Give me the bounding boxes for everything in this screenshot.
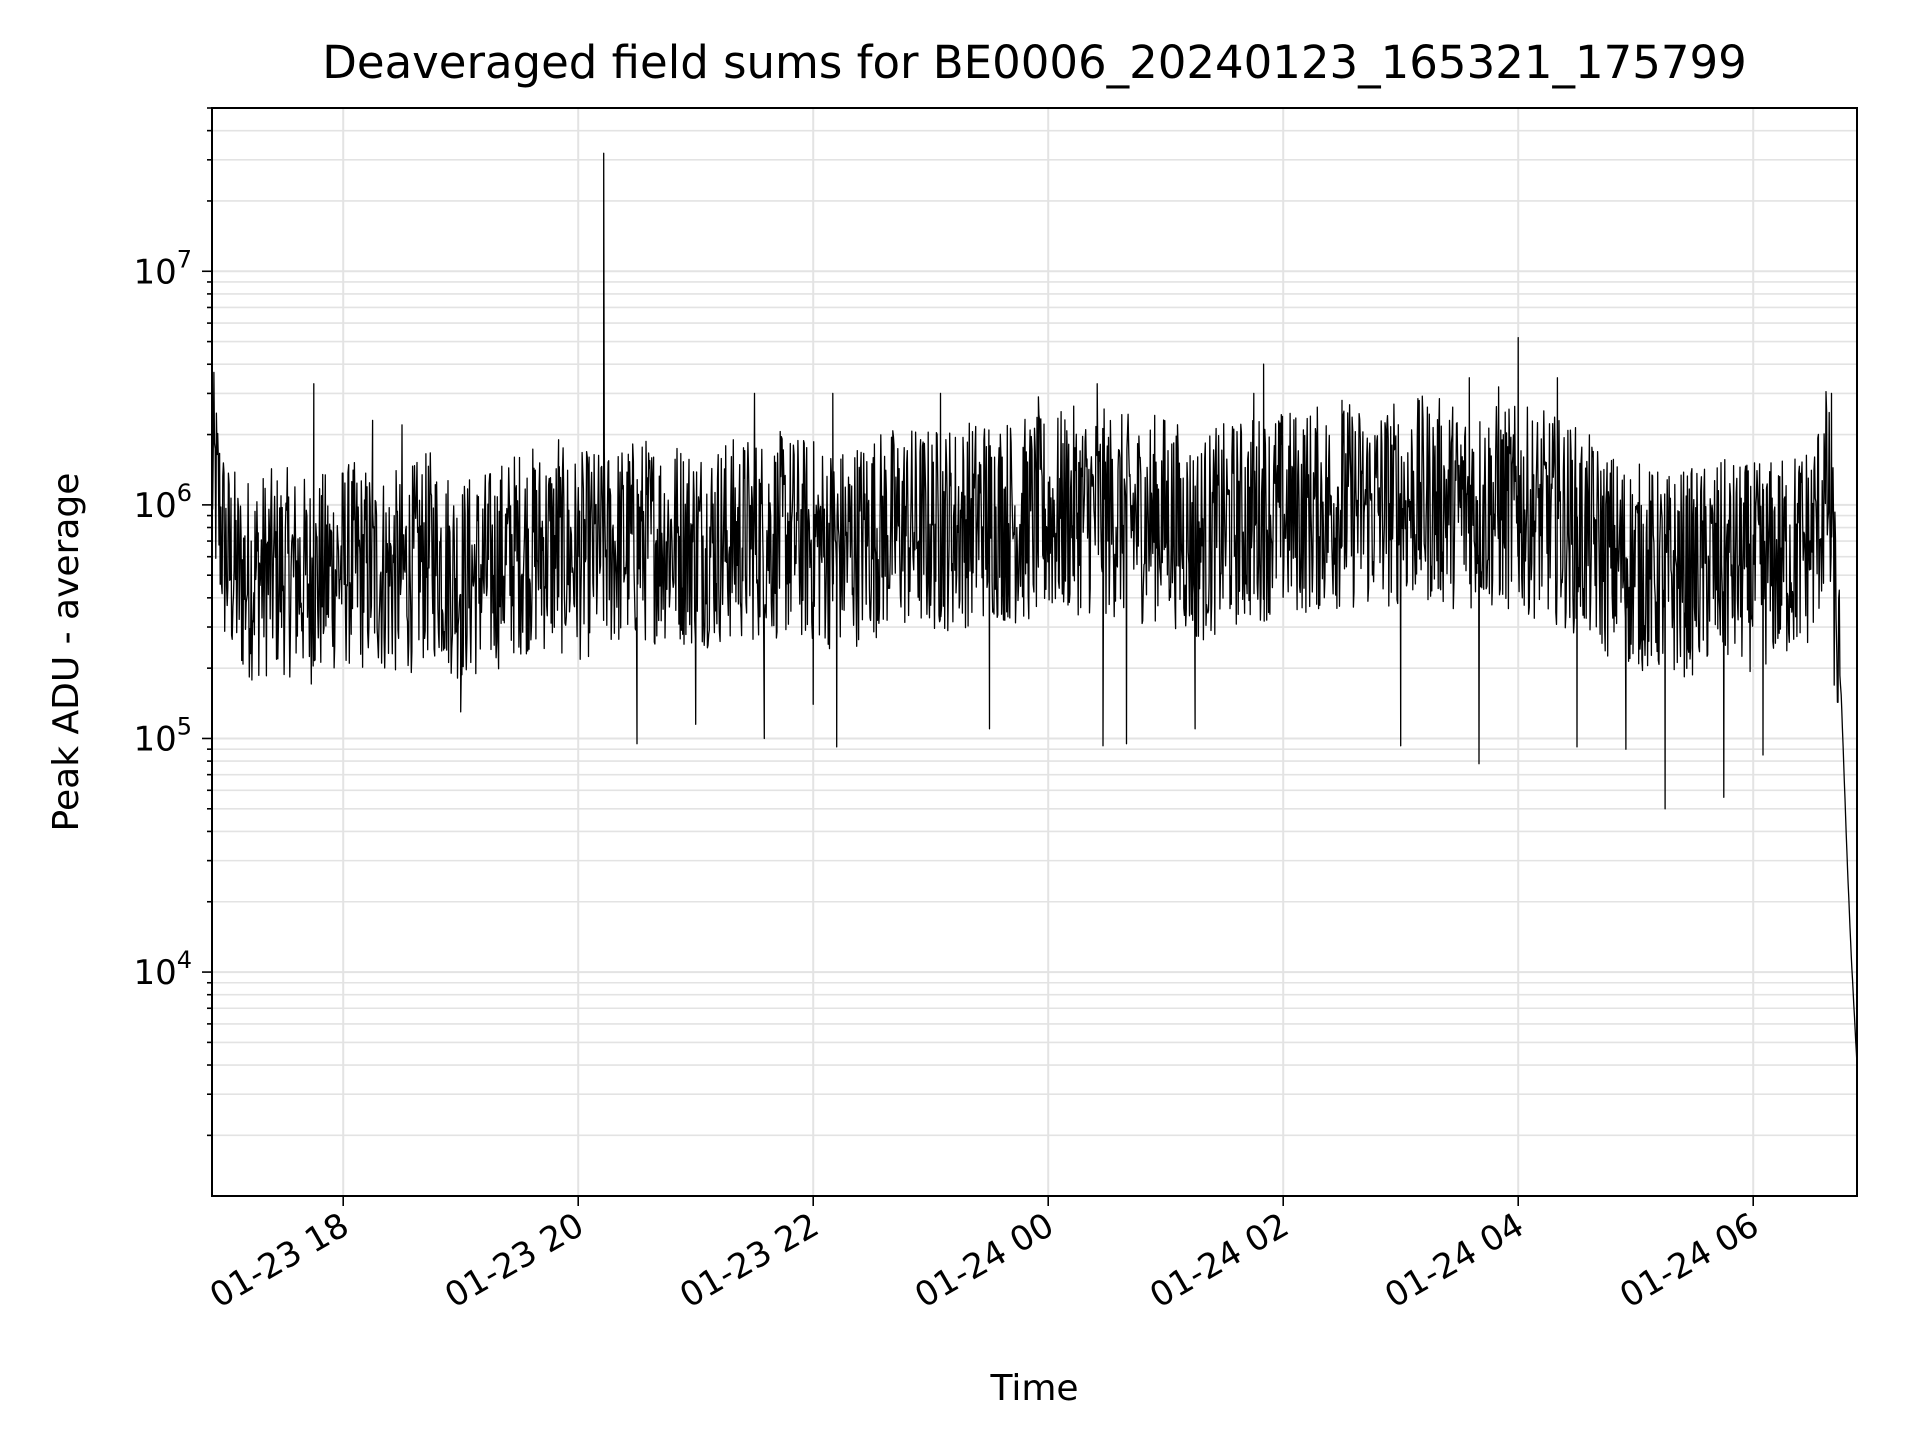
x-axis-title: Time — [989, 1368, 1078, 1409]
y-tick-label: 106 — [133, 479, 192, 526]
series-line — [211, 152, 1858, 1066]
y-tick-label: 105 — [133, 712, 192, 759]
data-series — [211, 152, 1858, 1066]
chart-title: Deaveraged field sums for BE0006_2024012… — [322, 36, 1747, 89]
plot-frame — [211, 107, 1858, 1197]
y-tick-label: 104 — [133, 946, 192, 993]
y-tick-label: 107 — [133, 245, 192, 292]
y-axis-title: Peak ADU - average — [46, 473, 87, 832]
